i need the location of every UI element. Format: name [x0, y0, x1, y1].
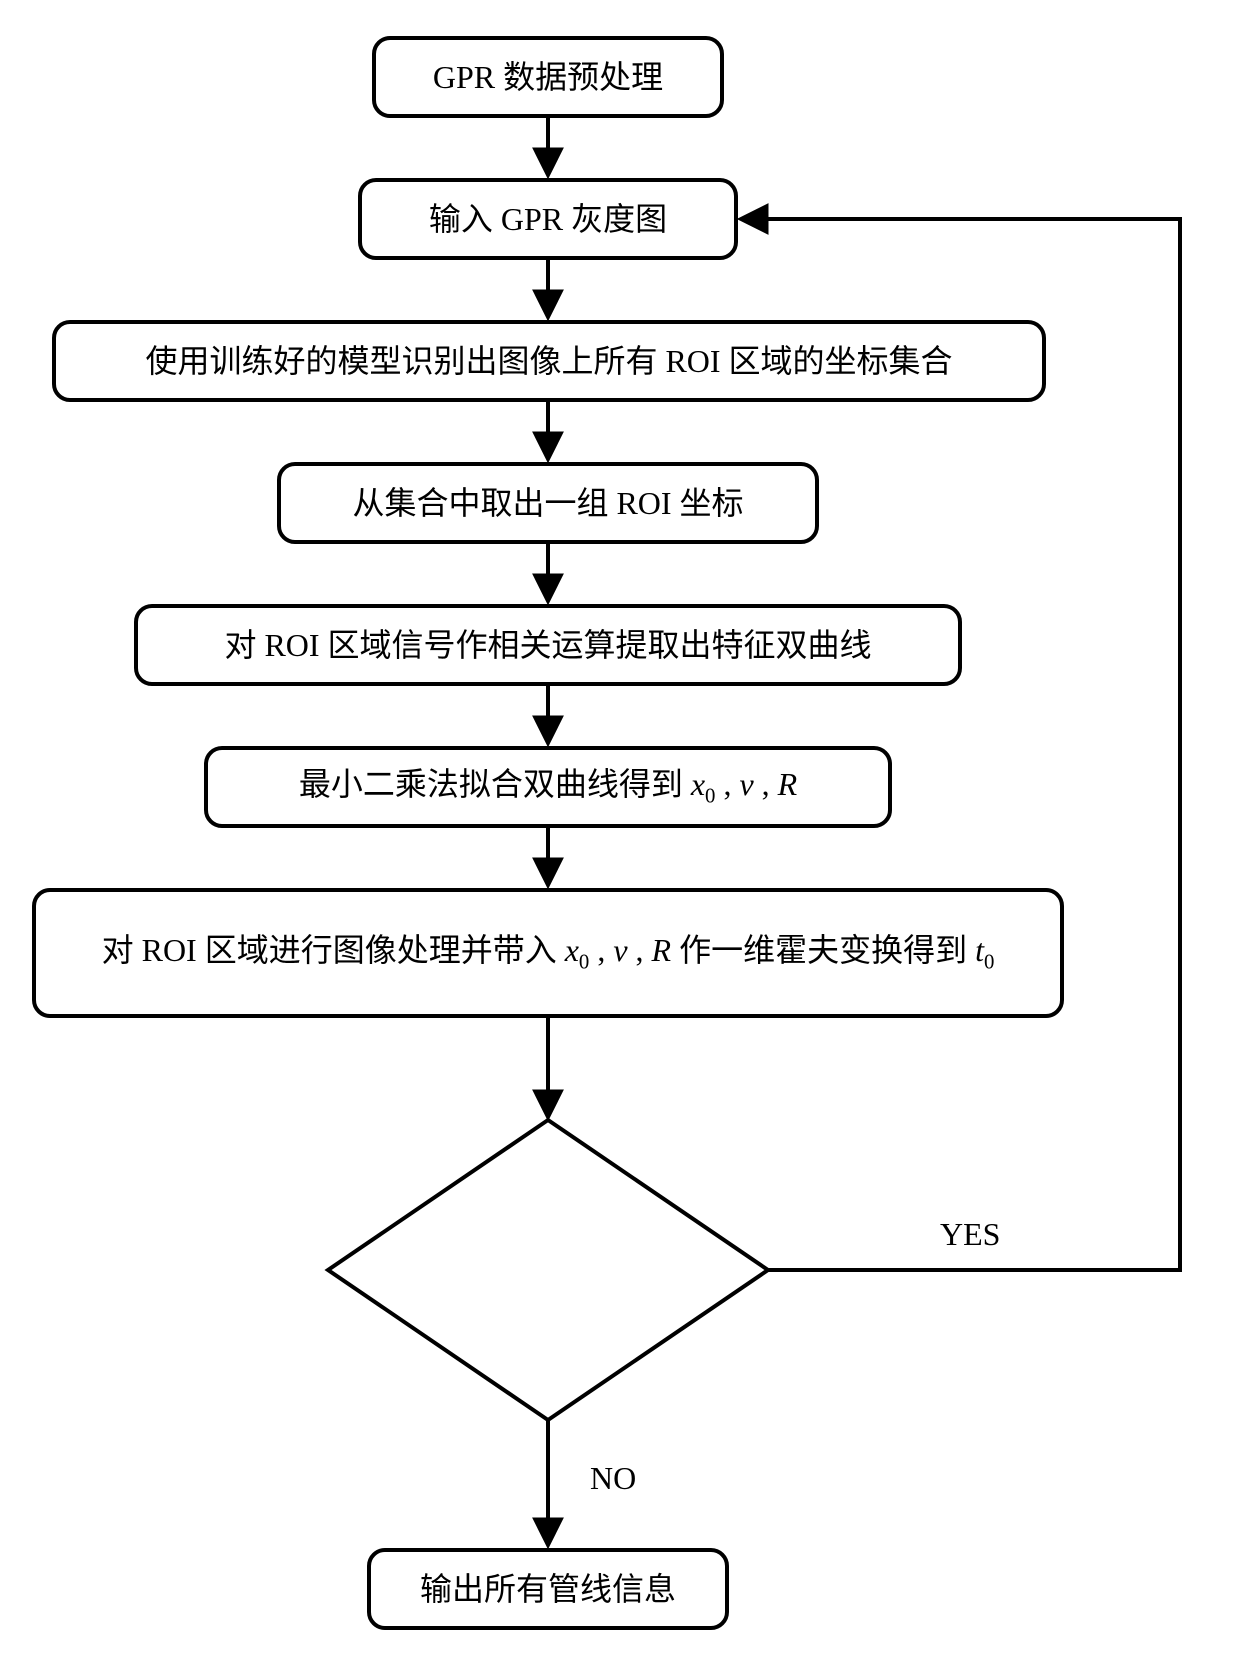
node-label: 从集合中取出一组 ROI 坐标 [352, 483, 743, 523]
decision-diamond [328, 1120, 768, 1420]
flowchart-canvas: GPR 数据预处理 输入 GPR 灰度图 使用训练好的模型识别出图像上所有 RO… [0, 0, 1240, 1665]
node-label: GPR 数据预处理 [433, 57, 663, 97]
node-gpr-preprocess: GPR 数据预处理 [372, 36, 724, 118]
node-hough: 对 ROI 区域进行图像处理并带入 x0 , v , R 作一维霍夫变换得到 t… [32, 888, 1064, 1018]
node-label: 最小二乘法拟合双曲线得到 x0 , v , R [299, 764, 797, 809]
node-lsq-fit: 最小二乘法拟合双曲线得到 x0 , v , R [204, 746, 892, 828]
node-label: 使用训练好的模型识别出图像上所有 ROI 区域的坐标集合 [145, 341, 952, 381]
node-label: 对 ROI 区域进行图像处理并带入 x0 , v , R 作一维霍夫变换得到 t… [102, 930, 995, 975]
node-detect-roi: 使用训练好的模型识别出图像上所有 ROI 区域的坐标集合 [52, 320, 1046, 402]
node-correlate: 对 ROI 区域信号作相关运算提取出特征双曲线 [134, 604, 962, 686]
node-output: 输出所有管线信息 [367, 1548, 729, 1630]
node-label: 输出所有管线信息 [420, 1569, 676, 1609]
edge-label-no: NO [590, 1460, 636, 1497]
node-label: 输入 GPR 灰度图 [429, 199, 667, 239]
node-label: 对 ROI 区域信号作相关运算提取出特征双曲线 [224, 625, 871, 665]
decision-line2: 是否为空 [484, 1270, 612, 1316]
node-input-gray: 输入 GPR 灰度图 [358, 178, 738, 260]
edge-label-yes: YES [940, 1216, 1000, 1253]
decision-label: 坐标集合 是否为空 [328, 1120, 768, 1420]
decision-line1: 坐标集合 [484, 1224, 612, 1270]
node-pop-roi: 从集合中取出一组 ROI 坐标 [277, 462, 819, 544]
